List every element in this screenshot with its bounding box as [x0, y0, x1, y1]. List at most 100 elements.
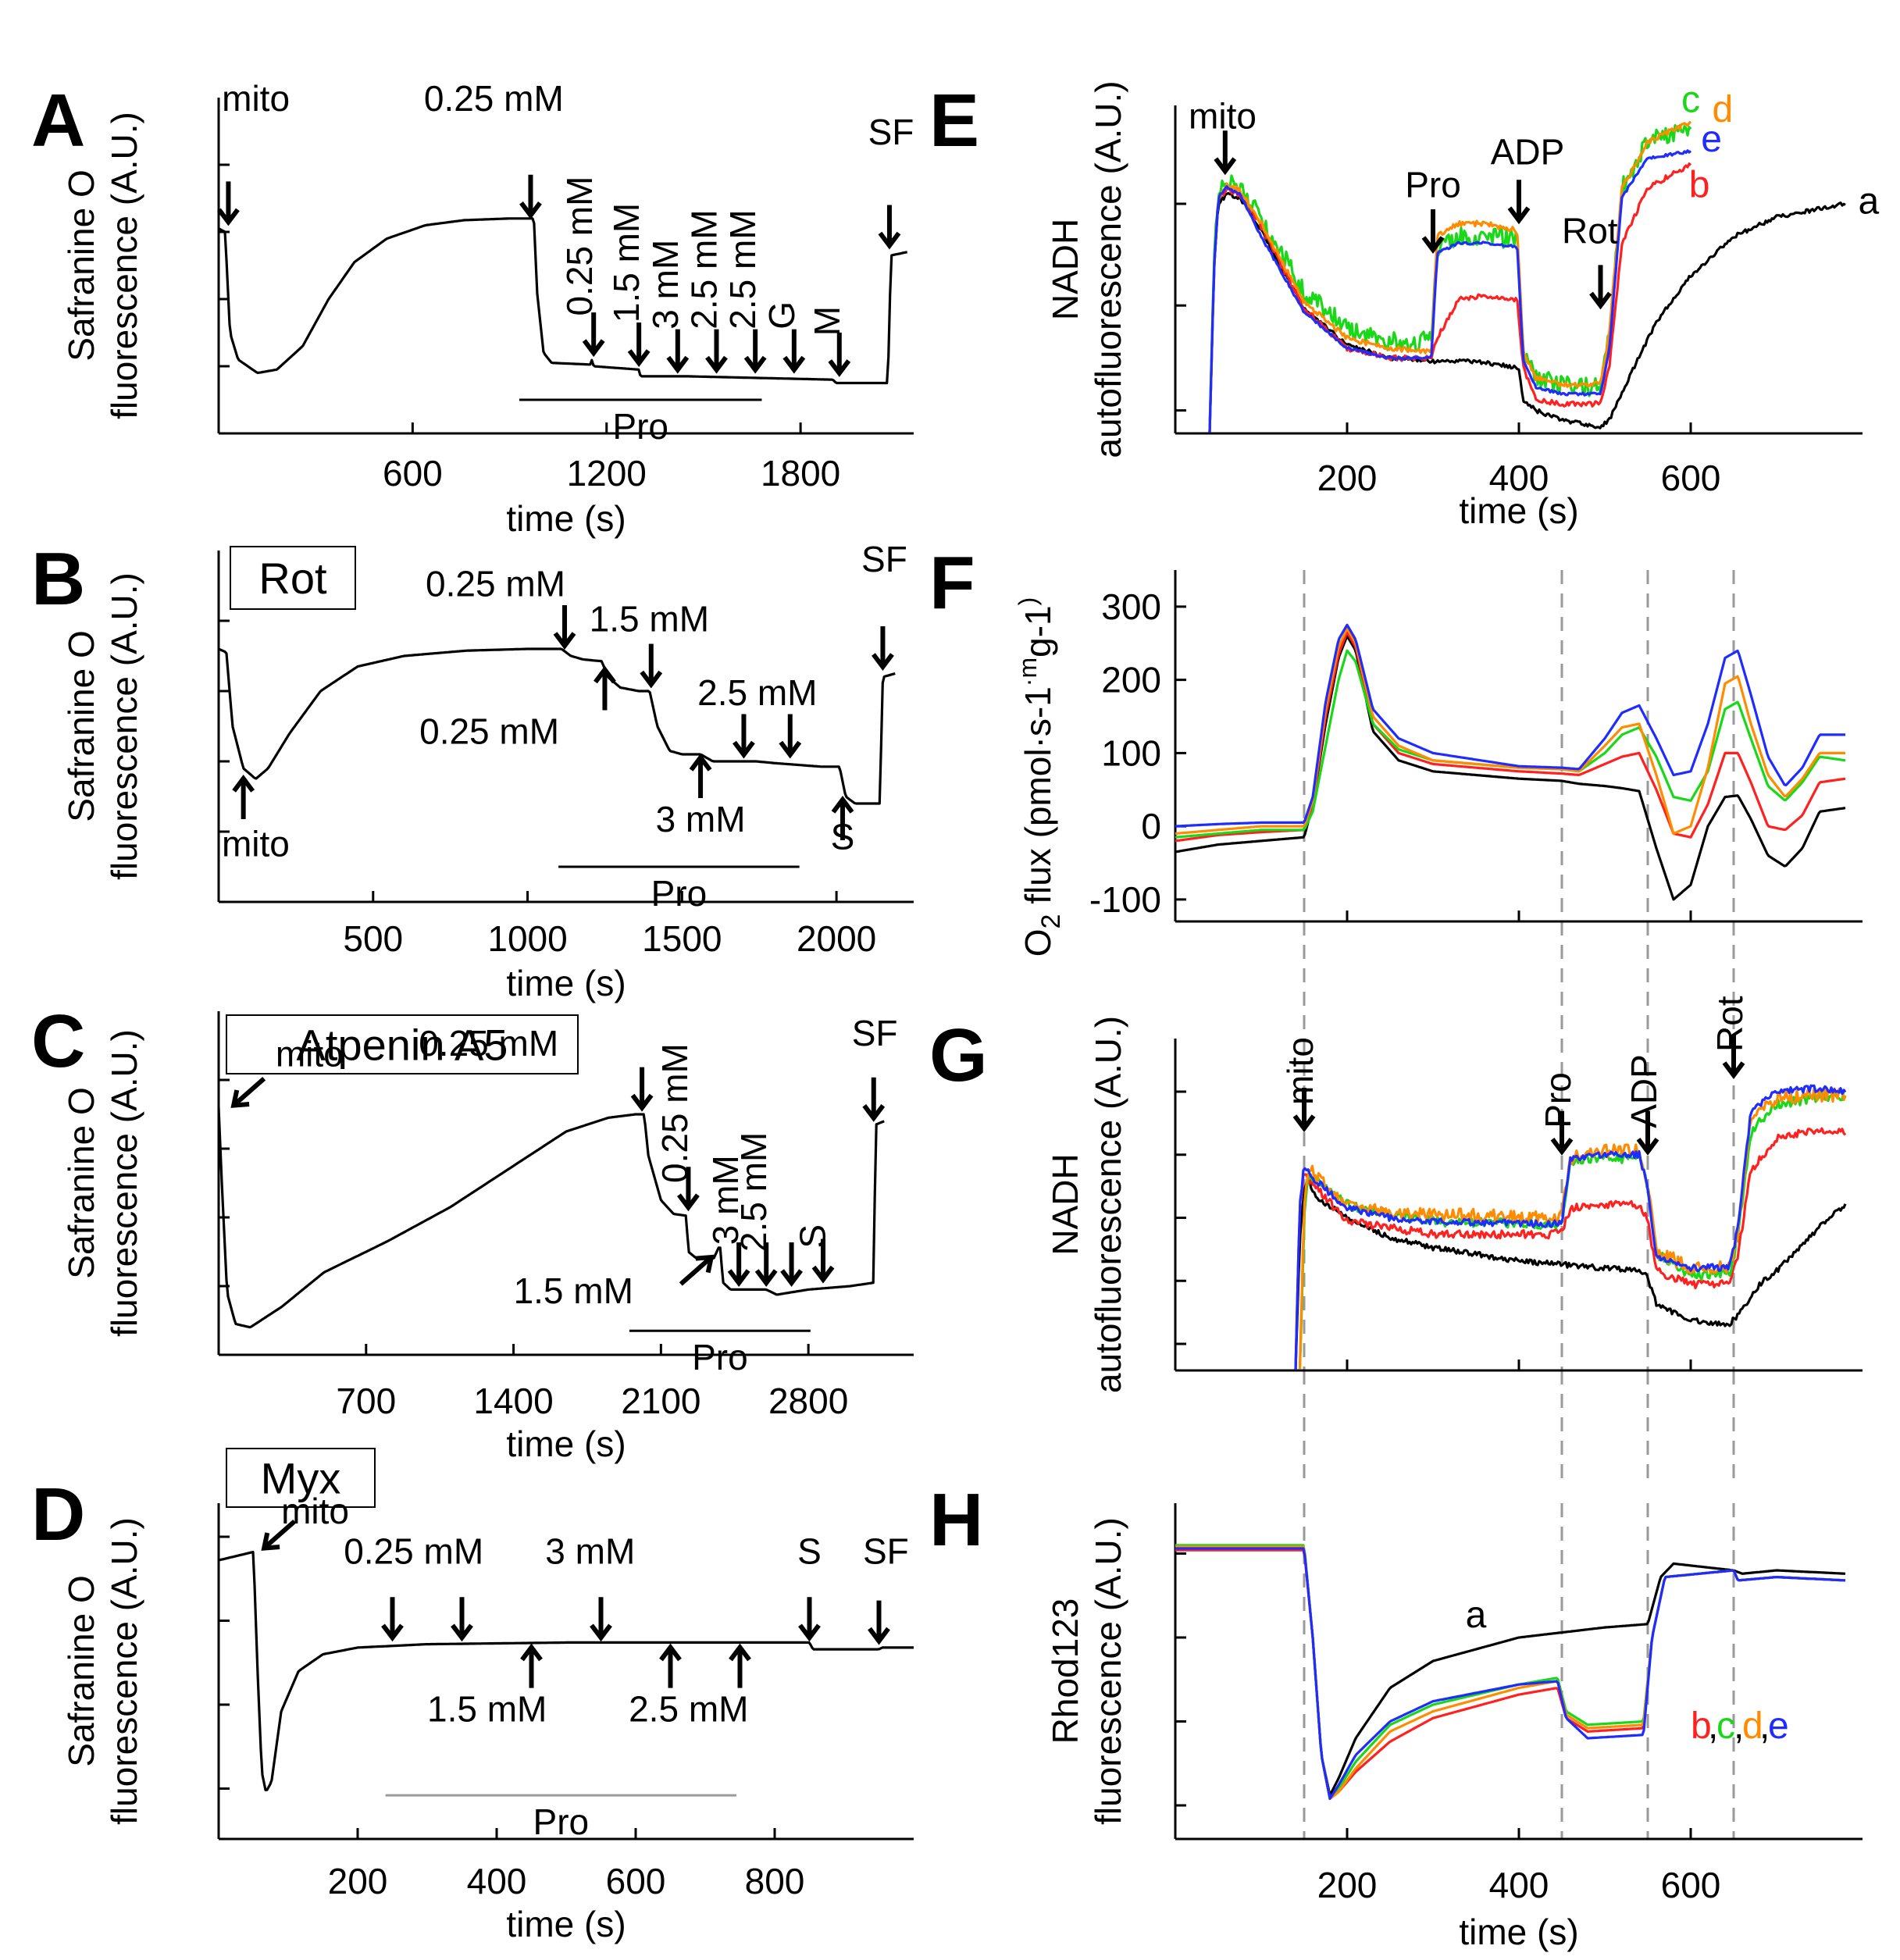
annotation-label: 2.5 mM: [722, 209, 763, 329]
x-tick-label: 600: [383, 453, 443, 494]
y-tick-label: 300: [1101, 586, 1161, 627]
annotation-label: ADP: [1624, 1054, 1664, 1128]
y-axis-label: NADH: [1045, 1153, 1085, 1255]
x-tick-label: 400: [467, 1861, 527, 1901]
arrow-head: [677, 1193, 700, 1212]
panel-F: F -100 0 100 200 300 O2 flux (pmol·s-1·mg-1): [929, 541, 1863, 1039]
trace-d: [1175, 1545, 1846, 1800]
annotation-label: S: [831, 817, 855, 857]
arrow-head: [1722, 1061, 1745, 1079]
x-tick-label: 200: [328, 1861, 388, 1901]
arrow-head: [811, 1265, 835, 1284]
annotation-label: mito: [222, 78, 290, 119]
annotation-label: Rot: [1709, 996, 1750, 1052]
arrow-head: [217, 208, 240, 226]
panel-label-E: E: [929, 79, 979, 162]
y-axis-label: O2 flux (pmol·s-1·mg-1): [1014, 597, 1066, 957]
x-axis-label: time (s): [1459, 1912, 1578, 1952]
annotation-label: 3 mM: [705, 1155, 746, 1245]
trace-b: [1175, 1548, 1846, 1800]
annotation-label: mito: [1189, 95, 1257, 136]
trace-trace: [218, 217, 908, 385]
annotation-label: 0.25 mM: [654, 1043, 695, 1183]
trace-d: [1298, 1087, 1847, 1370]
series-label: e: [1768, 1705, 1789, 1747]
annotation-label: SF: [863, 1531, 909, 1571]
y-axis-label: fluorescence (A.U.): [104, 112, 144, 419]
y-axis-label: Rhod123: [1045, 1598, 1085, 1744]
x-tick-label: 600: [606, 1861, 666, 1901]
arrow-head: [828, 359, 851, 377]
annotation-label: 2.5 mM: [733, 1132, 774, 1252]
arrow-head: [1214, 157, 1237, 176]
x-tick-label: 2800: [768, 1381, 848, 1421]
y-tick-label: 100: [1101, 732, 1161, 773]
trace-e: [1175, 623, 1845, 828]
arrow-head: [1550, 1137, 1574, 1156]
x-tick-label: 2000: [797, 918, 876, 959]
trace-c: [1175, 1544, 1846, 1800]
x-tick-label: 700: [336, 1381, 396, 1421]
annotation-label: mito: [281, 1491, 349, 1531]
x-tick-label: 500: [343, 918, 403, 959]
arrow-head: [659, 1643, 682, 1662]
x-tick-label: 200: [1317, 458, 1378, 498]
series-label: ,: [1734, 1705, 1744, 1747]
series-label: ,: [1708, 1705, 1718, 1747]
arrow-head: [519, 201, 542, 219]
arrow-head: [782, 355, 806, 374]
panel-label-D: D: [31, 1473, 85, 1556]
pro-label: Pro: [651, 873, 708, 914]
y-axis-label: autofluorescence (A.U.): [1088, 1016, 1128, 1393]
series-label: c: [1716, 1705, 1735, 1747]
arrow-head: [630, 1093, 654, 1112]
pro-label: Pro: [612, 406, 668, 447]
pro-label: Pro: [692, 1337, 748, 1377]
inhibitor-label: Atpenin A5: [297, 1021, 508, 1070]
x-tick-label: 600: [1661, 458, 1721, 498]
annotation-label: S: [797, 1531, 822, 1571]
arrow-head: [666, 355, 690, 374]
trace-trace: [218, 1550, 914, 1791]
arrow-head: [862, 1104, 886, 1122]
arrow-head: [230, 1089, 250, 1108]
trace-a: [1208, 191, 1846, 433]
annotation-label: Rot: [1562, 210, 1618, 251]
arrow-shaft: [679, 1255, 713, 1286]
y-axis-label: fluorescence (A.U.): [104, 572, 144, 880]
arrow-head: [878, 231, 901, 250]
x-axis-label: time (s): [506, 1424, 626, 1464]
arrow-head: [743, 355, 767, 374]
arrow-head: [831, 796, 854, 814]
annotation-label: 0.25 mM: [419, 711, 559, 752]
trace-trace: [218, 647, 896, 805]
x-axis-label: time (s): [506, 963, 626, 1003]
x-axis-label: time (s): [506, 1904, 626, 1944]
annotation-label: 1.5 mM: [590, 599, 709, 640]
inhibitor-label: Myx: [261, 1454, 341, 1503]
annotation-label: ADP: [1491, 132, 1565, 173]
x-tick-label: 1800: [761, 453, 840, 494]
arrow-head: [780, 1269, 803, 1287]
arrow-head: [590, 1623, 612, 1642]
annotation-label: 0.25 mM: [559, 176, 600, 316]
series-label: d: [1713, 89, 1734, 130]
arrow-head: [695, 1254, 715, 1274]
arrow-head: [733, 740, 755, 759]
trace-d: [1175, 627, 1845, 836]
trace-b: [1294, 1127, 1847, 1370]
arrow-head: [754, 1269, 778, 1287]
arrow-head: [1589, 291, 1612, 310]
y-axis-label: fluorescence (A.U.): [104, 1517, 144, 1825]
annotation-label: 0.25 mM: [419, 1023, 558, 1064]
x-axis-label: time (s): [1459, 490, 1578, 531]
x-tick-label: 1200: [567, 453, 647, 494]
annotation-label: mito: [222, 824, 290, 864]
series-label: e: [1701, 119, 1722, 160]
arrow-head: [582, 339, 605, 358]
pro-label: Pro: [533, 1801, 590, 1842]
y-axis-label: Safranine O: [61, 1575, 102, 1766]
inhibitor-label: Rot: [258, 554, 327, 603]
annotation-label: SF: [861, 539, 907, 579]
